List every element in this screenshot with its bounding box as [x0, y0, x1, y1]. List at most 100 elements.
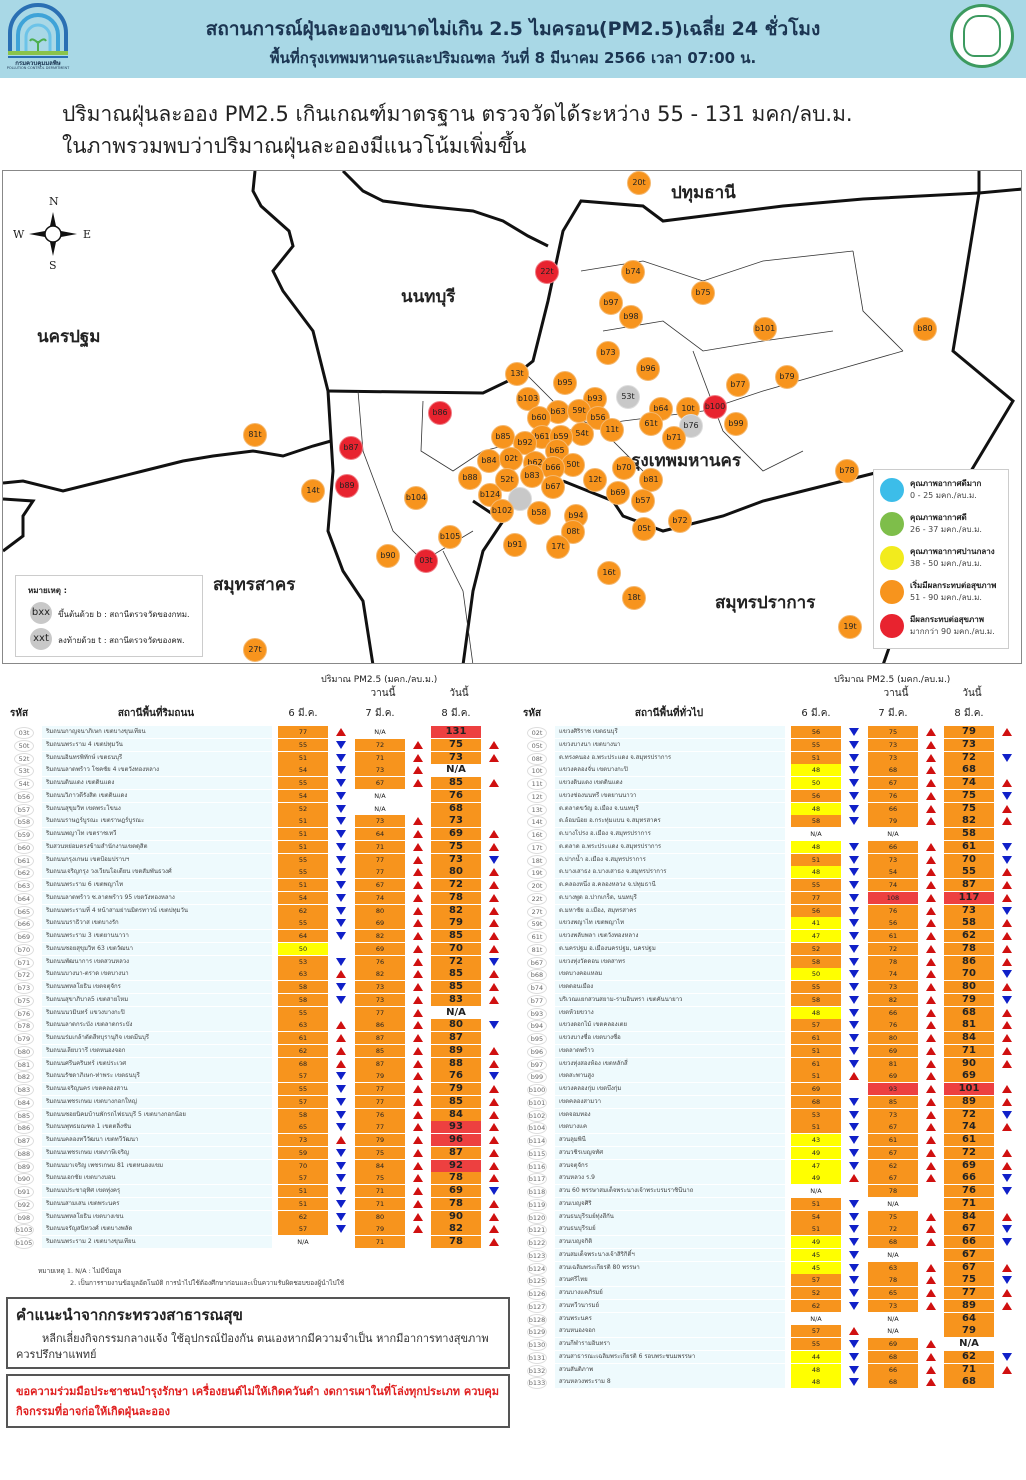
station-marker[interactable]: b100: [703, 395, 727, 419]
station-marker[interactable]: b88: [458, 466, 482, 490]
station-marker[interactable]: b79: [775, 365, 799, 389]
province-label: สมุทรสาคร: [213, 575, 296, 595]
station-marker[interactable]: 53t: [616, 385, 640, 409]
station-marker[interactable]: b67: [541, 475, 565, 499]
station-marker[interactable]: 02t: [499, 447, 523, 471]
value-d3: 77: [944, 1287, 994, 1299]
station-marker[interactable]: 16t: [597, 561, 621, 585]
value-d1: 48: [791, 1376, 841, 1389]
trend-down-icon: [849, 779, 859, 787]
station-name: สวนธนบุรีรมย์ทุ่งสีกัน: [555, 1210, 785, 1223]
station-marker[interactable]: b73: [596, 341, 620, 365]
station-code: b122: [527, 1237, 547, 1249]
value-d2: 79: [355, 1223, 405, 1236]
station-marker[interactable]: 12t: [583, 468, 607, 492]
station-marker[interactable]: b86: [428, 401, 452, 425]
value-d1: 57: [278, 1095, 328, 1108]
value-d2: 66: [868, 1006, 918, 1019]
station-marker[interactable]: b70: [612, 456, 636, 480]
station-marker[interactable]: b69: [606, 481, 630, 505]
station-marker[interactable]: b77: [726, 373, 750, 397]
station-code: b133: [527, 1377, 547, 1390]
station-marker[interactable]: b91: [503, 533, 527, 557]
station-marker[interactable]: 03t: [414, 549, 438, 573]
station-marker[interactable]: 50t: [561, 453, 585, 477]
station-code: b89: [14, 1160, 34, 1173]
table-row: b56 ริมถนนวิภาวดีรังสิต เขตดินแดง 54 N/A 76: [6, 789, 511, 803]
station-marker[interactable]: 05t: [632, 517, 656, 541]
station-code: 18t: [527, 854, 547, 867]
trend-down-icon: [849, 1110, 859, 1119]
value-d3: 71: [944, 1197, 994, 1210]
station-marker[interactable]: b101: [753, 317, 777, 341]
station-marker[interactable]: b104: [404, 486, 428, 510]
trend-down-icon: [849, 944, 859, 953]
station-marker[interactable]: b87: [339, 436, 363, 460]
station-marker[interactable]: b98: [619, 305, 643, 329]
station-name: ริมถนนเลียบวารี เขตหนองจอก: [42, 1044, 272, 1057]
value-d3: 75: [944, 789, 994, 802]
table-row: 02t แขวงศิริราช เขตธนบุรี 56 75 79: [519, 726, 1024, 739]
col-d3-general: 8 มี.ค.: [954, 708, 984, 719]
value-d1: 51: [278, 1197, 328, 1210]
station-name: ริมถนนมาเจริญ เพชรเกษม 81 เขตหนองแขม: [42, 1159, 272, 1172]
station-marker[interactable]: b58: [527, 501, 551, 525]
value-d1: 48: [791, 866, 841, 879]
station-name: แขวงทุ่งสองห้อง เขตหลักสี่: [555, 1057, 785, 1070]
value-d2: 67: [868, 1121, 918, 1134]
station-marker[interactable]: 22t: [535, 260, 559, 284]
station-marker[interactable]: b96: [636, 357, 660, 381]
today-label: วันนี้: [449, 688, 469, 699]
station-marker[interactable]: 81t: [243, 423, 267, 447]
station-marker[interactable]: b89: [335, 474, 359, 498]
station-marker[interactable]: b83: [520, 464, 544, 488]
station-marker[interactable]: b80: [913, 317, 937, 341]
trend-down-icon: [849, 1263, 859, 1272]
trend-up-icon: [1002, 1059, 1012, 1068]
station-marker[interactable]: b72: [668, 509, 692, 533]
station-marker[interactable]: b81: [639, 468, 663, 492]
station-code: 19t: [527, 867, 547, 880]
station-marker[interactable]: 13t: [505, 362, 529, 386]
station-marker[interactable]: 14t: [301, 479, 325, 503]
station-code: 61t: [527, 931, 547, 943]
value-d1: 53: [278, 955, 328, 968]
yesterday-label-general: วานนี้: [883, 688, 909, 699]
station-marker[interactable]: 20t: [627, 171, 651, 195]
station-marker[interactable]: b74: [621, 260, 645, 284]
trend-up-icon: [489, 1110, 499, 1119]
station-marker[interactable]: b105: [438, 525, 462, 549]
trend-up-icon: [926, 957, 936, 966]
station-name: ริมถนนเจริญนคร เขตคลองสาน: [42, 1083, 272, 1095]
station-marker[interactable]: b102: [490, 499, 514, 523]
trend-up-icon: [1002, 779, 1012, 787]
station-marker[interactable]: 11t: [600, 418, 624, 442]
station-marker[interactable]: b71: [662, 426, 686, 450]
station-marker[interactable]: 61t: [639, 412, 663, 436]
trend-down-icon: [336, 779, 346, 787]
station-marker[interactable]: 54t: [570, 422, 594, 446]
station-marker[interactable]: b85: [491, 425, 515, 449]
trend-up-icon: [413, 1212, 423, 1221]
trend-down-icon: [336, 957, 346, 966]
station-marker[interactable]: b90: [376, 544, 400, 568]
station-marker[interactable]: b75: [691, 281, 715, 305]
trend-up-icon: [336, 1059, 346, 1068]
station-marker[interactable]: b84: [477, 449, 501, 473]
station-marker[interactable]: b97: [599, 291, 623, 315]
station-marker[interactable]: 17t: [546, 535, 570, 559]
trend-down-icon: [849, 983, 859, 991]
station-marker[interactable]: 27t: [243, 638, 267, 662]
value-d1: 52: [278, 802, 328, 815]
station-code: b93: [527, 1007, 547, 1020]
trend-up-icon: [1002, 1161, 1012, 1170]
value-d2: 82: [868, 993, 918, 1006]
station-marker[interactable]: b57: [631, 489, 655, 513]
trend-up-icon: [926, 1352, 936, 1361]
station-marker[interactable]: b78: [835, 459, 859, 483]
station-marker[interactable]: 19t: [838, 615, 862, 639]
station-marker[interactable]: b95: [553, 371, 577, 395]
station-name: ต.บางโปรง อ.เมือง จ.สมุทรปราการ: [555, 828, 785, 840]
station-marker[interactable]: 18t: [622, 586, 646, 610]
station-marker[interactable]: b99: [724, 412, 748, 436]
